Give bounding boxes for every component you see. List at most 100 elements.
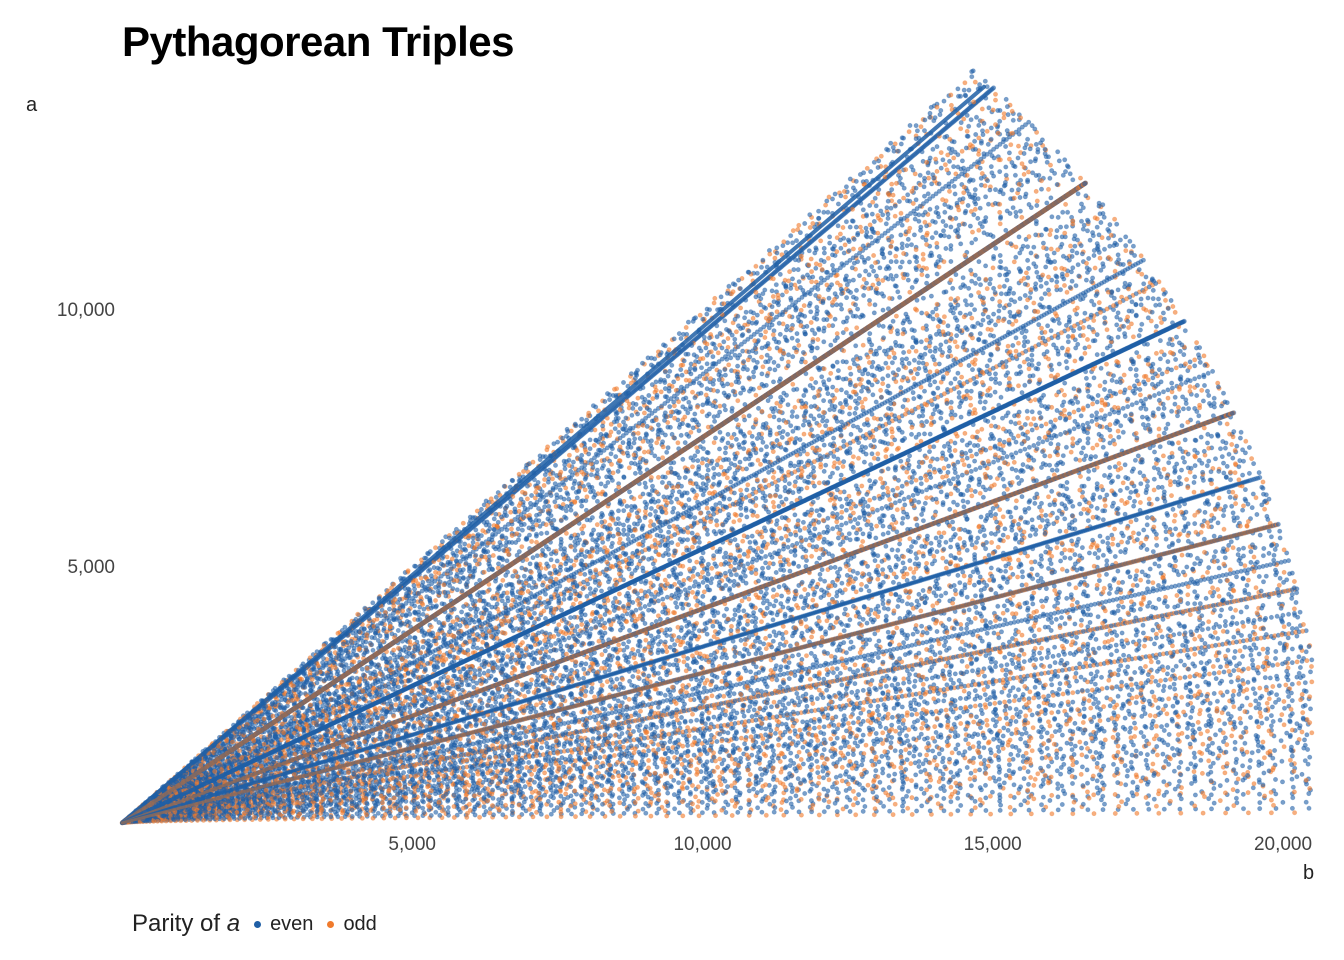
point-even: [516, 538, 520, 542]
point-even: [935, 794, 939, 798]
point-even: [901, 405, 905, 409]
point-even: [1172, 753, 1176, 757]
point-even: [801, 762, 805, 766]
point-odd: [1165, 712, 1169, 716]
point-odd: [1033, 777, 1037, 781]
point-even: [1098, 534, 1102, 538]
point-even: [1298, 610, 1302, 614]
point-even: [1278, 718, 1282, 722]
point-even: [1300, 772, 1304, 776]
point-odd: [953, 448, 957, 452]
point-even: [1302, 738, 1306, 742]
point-even: [1161, 402, 1165, 406]
point-even: [1142, 735, 1146, 739]
point-even: [774, 283, 778, 287]
points-layer: [120, 69, 1314, 825]
point-even: [827, 296, 831, 300]
point-even: [1139, 730, 1143, 734]
point-even: [949, 770, 953, 774]
point-even: [844, 521, 848, 525]
point-even: [881, 767, 885, 771]
point-even: [1045, 253, 1049, 257]
point-even: [1057, 321, 1061, 325]
point-odd: [960, 375, 964, 379]
point-even: [1039, 187, 1043, 191]
point-even: [739, 429, 743, 433]
point-even: [1139, 751, 1143, 755]
point-odd: [1014, 499, 1018, 503]
point-odd: [665, 650, 669, 654]
point-even: [1124, 235, 1128, 239]
point-odd: [970, 230, 974, 234]
point-even: [835, 667, 839, 671]
point-even: [724, 810, 728, 814]
point-even: [814, 380, 818, 384]
point-even: [896, 548, 900, 552]
point-even: [1193, 602, 1197, 606]
point-even: [1273, 777, 1277, 781]
point-odd: [970, 454, 974, 458]
point-even: [711, 624, 715, 628]
point-even: [1144, 758, 1148, 762]
point-even: [673, 807, 677, 811]
point-even: [1058, 416, 1062, 420]
point-even: [371, 601, 375, 605]
point-even: [1182, 353, 1186, 357]
point-even: [1220, 455, 1224, 459]
point-even: [630, 572, 634, 576]
point-even: [780, 357, 784, 361]
point-even: [856, 522, 860, 526]
point-even: [795, 541, 799, 545]
point-odd: [960, 458, 964, 462]
point-even: [974, 540, 978, 544]
point-odd: [921, 252, 925, 256]
point-even: [970, 368, 974, 372]
point-even: [989, 126, 993, 130]
point-odd: [1280, 713, 1284, 717]
point-even: [1056, 786, 1060, 790]
point-even: [831, 527, 835, 531]
point-even: [1207, 393, 1211, 397]
point-odd: [543, 771, 547, 775]
point-even: [874, 204, 878, 208]
point-even: [934, 730, 938, 734]
point-even: [764, 554, 768, 558]
point-even: [881, 377, 885, 381]
point-even: [1028, 374, 1032, 378]
point-even: [723, 373, 727, 377]
point-odd: [1068, 244, 1072, 248]
point-even: [1085, 781, 1089, 785]
point-even: [1022, 660, 1026, 664]
point-odd: [868, 498, 872, 502]
point-even: [893, 749, 897, 753]
point-even: [1174, 335, 1178, 339]
point-even: [549, 552, 553, 556]
point-even: [969, 303, 973, 307]
point-even: [1222, 670, 1226, 674]
point-even: [432, 778, 436, 782]
point-even: [1251, 786, 1255, 790]
point-even: [622, 528, 626, 532]
point-odd: [1001, 515, 1005, 519]
point-even: [922, 194, 926, 198]
point-even: [804, 538, 808, 542]
point-even: [622, 811, 626, 815]
point-even: [936, 386, 940, 390]
point-even: [780, 435, 784, 439]
point-even: [836, 791, 840, 795]
point-even: [683, 475, 687, 479]
point-odd: [1263, 507, 1267, 511]
point-even: [908, 454, 912, 458]
point-even: [1026, 137, 1030, 141]
point-even: [988, 358, 992, 362]
point-odd: [925, 561, 929, 565]
point-even: [969, 784, 973, 788]
point-even: [797, 564, 801, 568]
point-even: [1119, 664, 1123, 668]
point-even: [665, 633, 669, 637]
point-odd: [1261, 647, 1265, 651]
point-odd: [1062, 408, 1066, 412]
point-even: [1056, 352, 1060, 356]
point-even: [1248, 758, 1252, 762]
point-even: [569, 616, 573, 620]
